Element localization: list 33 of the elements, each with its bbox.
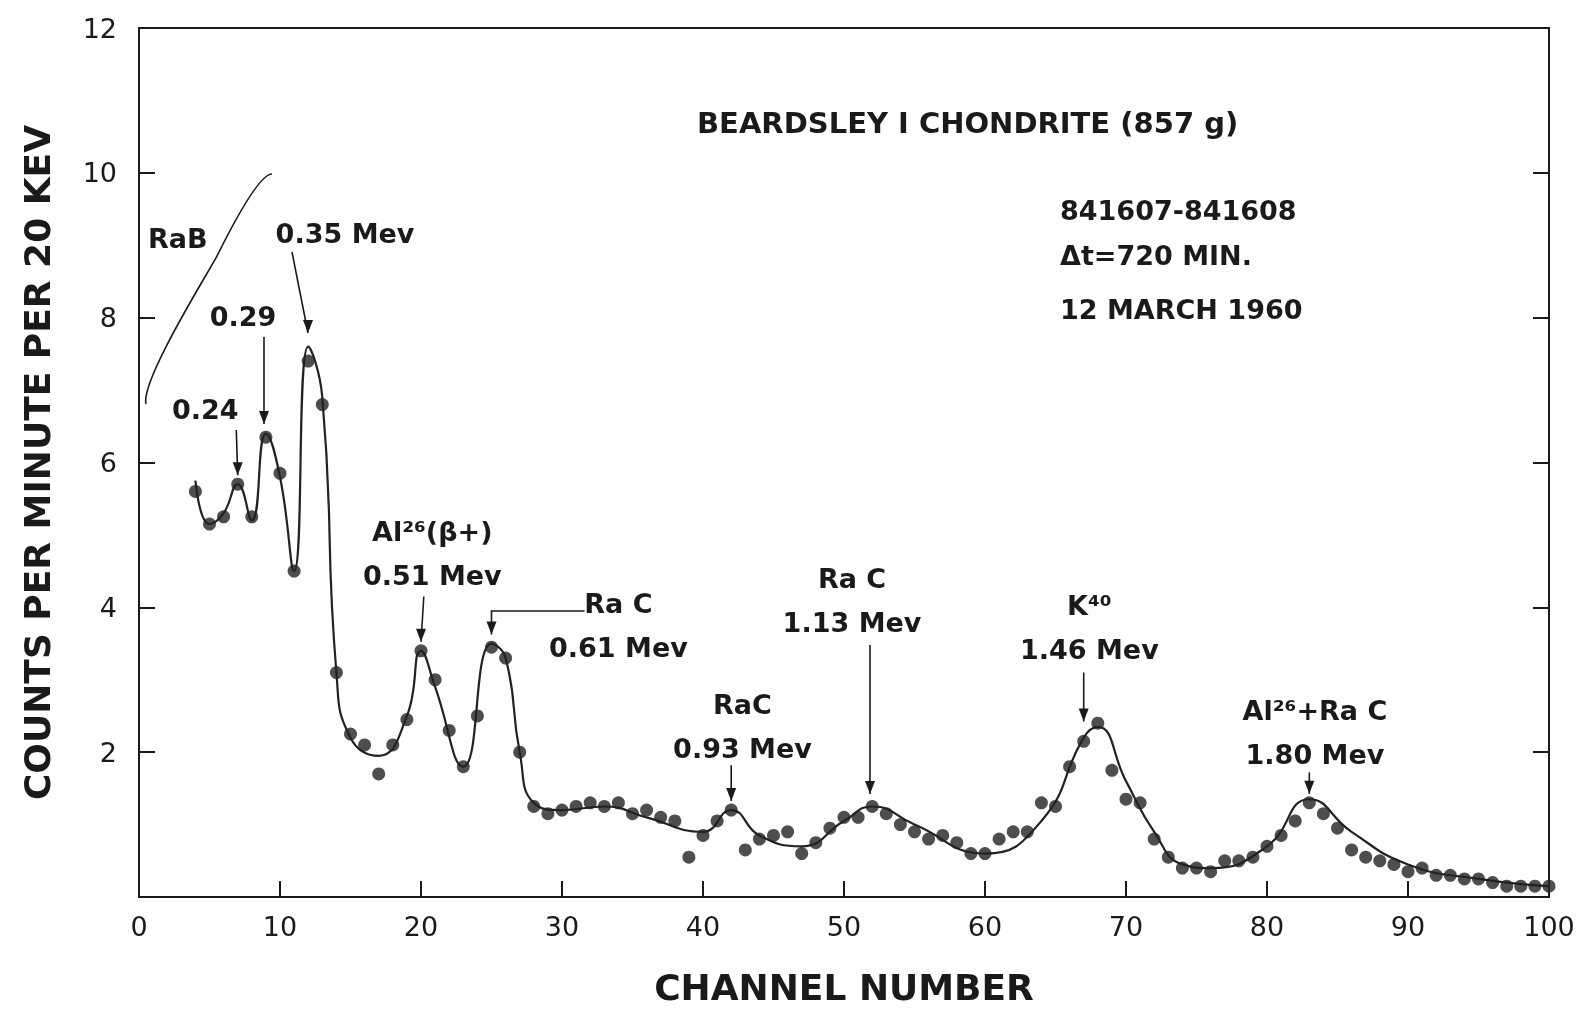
y-tick-label: 12 xyxy=(82,12,117,44)
x-tick-label: 10 xyxy=(262,911,298,942)
x-tick-label: 60 xyxy=(967,911,1003,942)
x-tick-label: 0 xyxy=(130,911,148,942)
annotation: 0.35 Mev xyxy=(275,217,415,249)
y-tick-label: 8 xyxy=(99,302,117,334)
x-tick-label: 50 xyxy=(826,911,862,942)
x-tick-label: 90 xyxy=(1390,911,1426,942)
x-axis-title: CHANNEL NUMBER xyxy=(654,966,1034,1008)
y-tick-label: 2 xyxy=(99,736,117,768)
text: BEARDSLEY I CHONDRITE (857 g) xyxy=(697,105,1239,140)
y-tick-label: 4 xyxy=(99,591,117,623)
annotation: RaB xyxy=(148,222,208,254)
annotation: RaC 0.93 Mev xyxy=(673,689,813,765)
annotation: 841607-841608 xyxy=(1060,194,1297,226)
x-tick-label: 70 xyxy=(1108,911,1144,942)
annotation: Ra C 0.61 Mev xyxy=(549,587,689,663)
y-tick-label: 10 xyxy=(82,157,117,189)
annotation: 0.29 xyxy=(209,300,277,332)
x-tick-label: 40 xyxy=(685,911,721,942)
annotation: Al²⁶+Ra C 1.80 Mev xyxy=(1242,695,1388,771)
x-tick-label: 30 xyxy=(544,911,580,942)
x-tick-label: 80 xyxy=(1249,911,1285,942)
annotation: Δt=720 MIN. xyxy=(1060,239,1252,271)
annotation: Al²⁶(β+) 0.51 Mev xyxy=(362,515,503,591)
x-tick-label: 20 xyxy=(403,911,439,942)
annotation: Ra C 1.13 Mev xyxy=(782,562,922,638)
annotation: 12 MARCH 1960 xyxy=(1060,293,1303,325)
annotation: K⁴⁰ 1.46 Mev xyxy=(1019,590,1160,666)
y-tick-label: 6 xyxy=(99,447,117,478)
y-axis-title: COUNTS PER MINUTE PER 20 KEV xyxy=(16,124,58,801)
annotation: 0.24 xyxy=(171,394,239,426)
x-tick-label: 100 xyxy=(1523,911,1575,942)
